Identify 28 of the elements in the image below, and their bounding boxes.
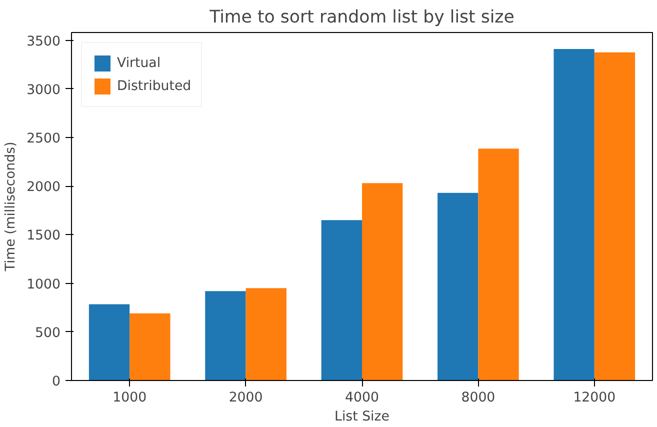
y-axis-title: Time (milliseconds) [4,142,19,272]
y-tick-label: 1000 [26,277,61,292]
x-tick-label: 2000 [228,390,263,406]
x-tick-label: 8000 [461,390,496,406]
x-tick-label: 1000 [112,390,147,406]
legend-label: Distributed [117,78,192,94]
y-tick-label: 500 [35,326,61,341]
legend-label: Virtual [117,56,161,70]
chart-title: Time to sort random list by list size [208,8,514,28]
y-tick-label: 3000 [26,82,61,98]
bar [130,313,170,380]
y-tick-label: 2500 [26,131,61,146]
bar [205,291,246,380]
bar [362,183,403,380]
x-tick-label: 12000 [573,390,616,406]
bar [246,288,286,380]
bar [478,148,519,380]
bar [438,192,478,380]
y-tick-label: 3500 [26,34,61,50]
bar [594,52,636,380]
bar [321,220,362,380]
bar [554,49,594,380]
y-tick-label: 2000 [26,180,61,196]
y-tick-label: 0 [52,374,61,390]
x-axis-title: List Size [334,410,390,424]
bar [88,304,130,380]
y-tick-label: 1500 [26,228,61,244]
x-tick-label: 4000 [345,390,379,406]
